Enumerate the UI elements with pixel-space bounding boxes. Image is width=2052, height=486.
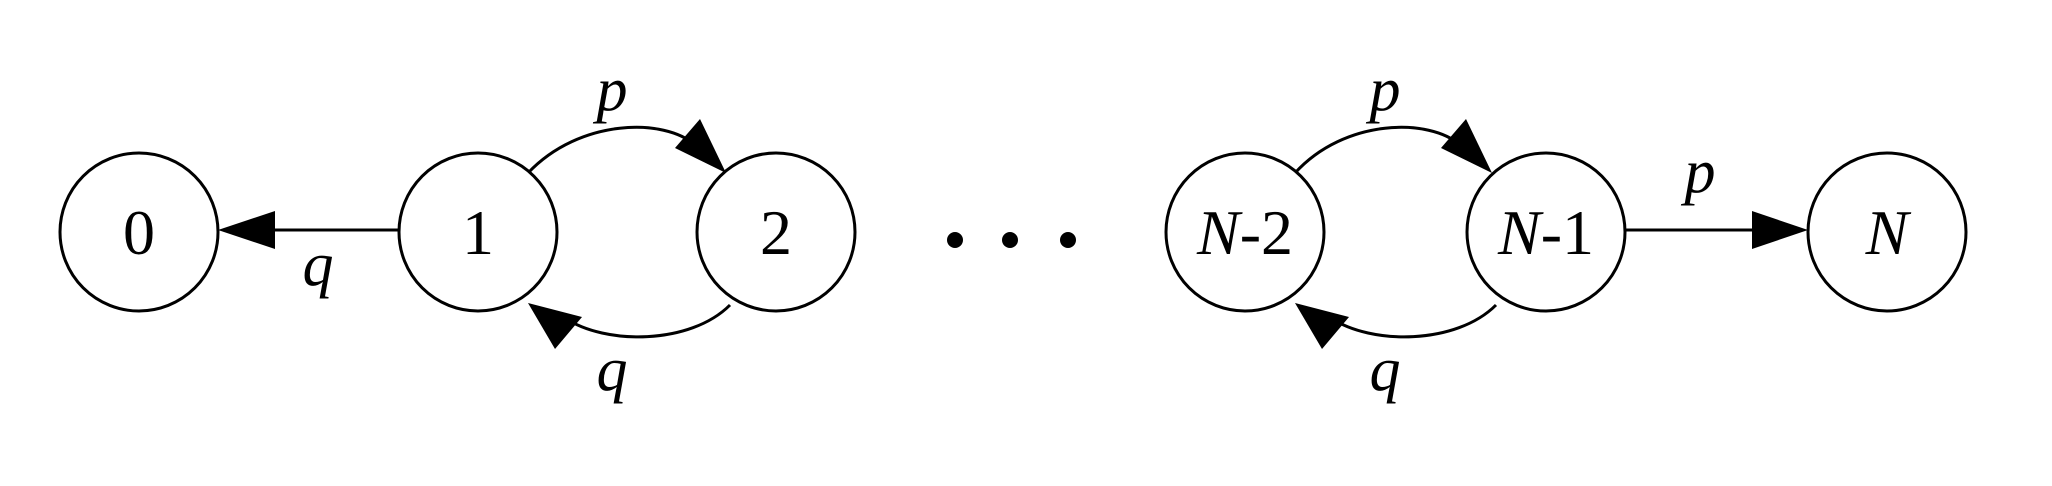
node-s2: 2	[695, 151, 857, 313]
edge-label-sN1-sN: p	[1681, 138, 1716, 206]
ellipsis: ...	[947, 232, 1076, 248]
ellipsis-dot	[1002, 232, 1018, 248]
node-s1: 1	[397, 151, 559, 313]
node-label-italic: N	[1497, 197, 1544, 268]
node-sN1: N-1	[1465, 151, 1627, 313]
svg-text:0: 0	[123, 197, 155, 268]
node-s0: 0	[58, 151, 220, 313]
edges	[218, 119, 1808, 349]
node-sN: N	[1806, 151, 1968, 313]
svg-text:N-2: N-2	[1196, 197, 1293, 268]
node-sN2: N-2	[1164, 151, 1326, 313]
ellipsis-dot	[947, 232, 963, 248]
edge-labels: q p q p q p	[303, 56, 1716, 404]
edge-label-sN2-sN1: p	[1366, 56, 1401, 124]
node-label-italic: N	[1865, 197, 1912, 268]
edge-s2-to-s1	[528, 303, 732, 349]
edge-label-sN1-sN2: q	[1370, 336, 1401, 404]
node-label-italic: N	[1196, 197, 1243, 268]
nodes: 0 1 2 N-2 N-1 N	[58, 151, 1968, 313]
edge-s1-to-s2	[526, 119, 726, 175]
edge-label-s2-s1: q	[597, 336, 628, 404]
svg-text:2: 2	[760, 197, 792, 268]
node-label: 1	[462, 197, 494, 268]
edge-sN1-to-sN2	[1295, 303, 1498, 349]
edge-label-s1-s0: q	[303, 231, 334, 299]
edge-label-s1-s2: p	[593, 56, 628, 124]
edge-sN2-to-sN1	[1293, 119, 1492, 175]
node-label: 0	[123, 197, 155, 268]
node-label: -1	[1541, 197, 1594, 268]
edge-sN1-to-sN	[1625, 211, 1808, 249]
edge-s1-to-s0	[218, 211, 398, 249]
svg-text:N: N	[1865, 197, 1912, 268]
node-label: -2	[1240, 197, 1293, 268]
node-label: 2	[760, 197, 792, 268]
svg-text:N-1: N-1	[1497, 197, 1594, 268]
ellipsis-dot	[1060, 232, 1076, 248]
svg-text:1: 1	[462, 197, 494, 268]
